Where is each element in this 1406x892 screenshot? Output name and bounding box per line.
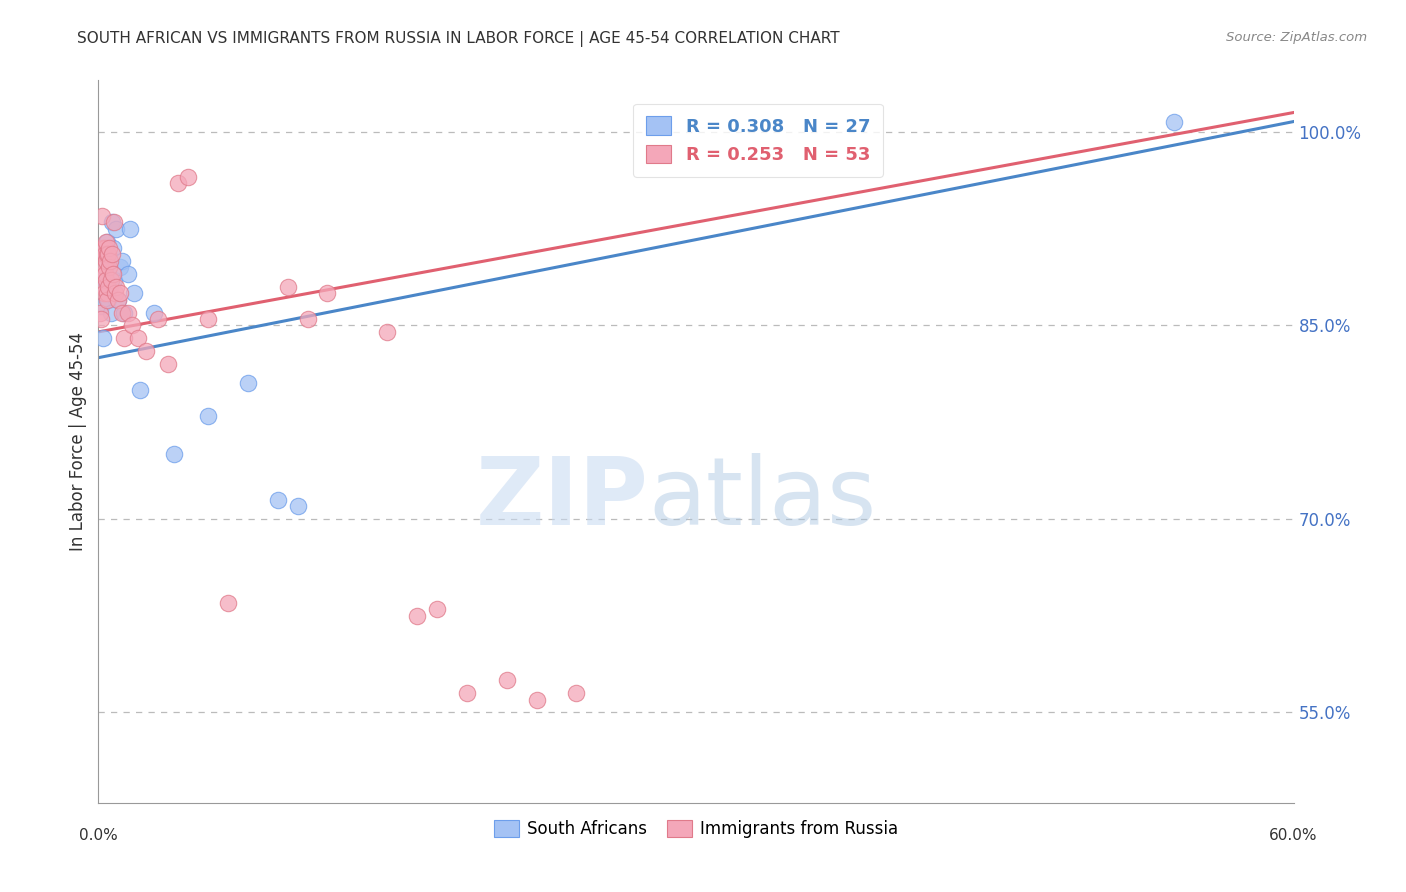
Point (111, 305, 134, 319)
Point (177, 169, 200, 184)
Point (157, 357, 180, 371)
Point (287, 499, 309, 513)
Legend: South Africans, Immigrants from Russia: South Africans, Immigrants from Russia (486, 814, 905, 845)
Point (117, 267, 139, 281)
Point (124, 286, 146, 301)
Text: atlas: atlas (648, 453, 876, 545)
Point (103, 241, 125, 255)
Point (94, 267, 117, 281)
Text: ZIP: ZIP (475, 453, 648, 545)
Point (107, 293, 129, 307)
Point (426, 602, 449, 616)
Point (217, 596, 239, 610)
Point (93, 241, 115, 255)
Point (98, 253, 122, 268)
Point (565, 686, 588, 700)
Point (104, 286, 127, 301)
Point (90, 299, 112, 313)
Point (94, 247, 117, 261)
Point (94, 273, 117, 287)
Point (98, 241, 121, 255)
Point (112, 305, 135, 319)
Point (277, 279, 299, 293)
Point (100, 305, 122, 319)
Point (495, 673, 517, 688)
Point (93, 286, 115, 301)
Point (316, 286, 339, 301)
Point (93, 267, 115, 281)
Point (105, 279, 128, 293)
Point (96, 273, 118, 287)
Point (98, 279, 122, 293)
Point (117, 305, 139, 319)
Point (143, 305, 166, 319)
Point (129, 383, 152, 397)
Point (167, 177, 190, 191)
Point (97, 247, 120, 261)
Point (103, 215, 125, 229)
Point (127, 331, 149, 345)
Point (236, 376, 259, 391)
Point (96, 247, 118, 261)
Point (121, 318, 143, 333)
Point (96, 235, 118, 249)
Point (96, 235, 118, 249)
Point (375, 325, 398, 339)
Point (197, 409, 219, 423)
Point (97, 293, 120, 307)
Point (101, 215, 124, 229)
Point (105, 221, 128, 235)
Point (101, 247, 124, 261)
Point (90, 312, 112, 326)
Point (163, 447, 186, 461)
Point (148, 312, 170, 326)
Point (93, 331, 115, 345)
Point (94, 241, 117, 255)
Point (120, 221, 142, 235)
Point (93, 247, 115, 261)
Point (1163, 114, 1185, 128)
Point (110, 260, 132, 275)
Text: SOUTH AFRICAN VS IMMIGRANTS FROM RUSSIA IN LABOR FORCE | AGE 45-54 CORRELATION C: SOUTH AFRICAN VS IMMIGRANTS FROM RUSSIA … (77, 31, 839, 47)
Point (93, 279, 115, 293)
Point (89, 305, 111, 319)
Point (96, 293, 118, 307)
Point (197, 312, 219, 326)
Point (103, 273, 125, 287)
Point (96, 286, 118, 301)
Point (456, 686, 478, 700)
Point (97, 279, 120, 293)
Point (297, 312, 319, 326)
Point (103, 267, 125, 281)
Point (96, 253, 118, 268)
Point (406, 608, 429, 623)
Point (112, 331, 135, 345)
Point (111, 253, 134, 268)
Point (135, 344, 157, 359)
Text: 0.0%: 0.0% (79, 828, 118, 843)
Point (100, 273, 122, 287)
Point (526, 692, 548, 706)
Point (107, 293, 129, 307)
Point (98, 260, 121, 275)
Text: 60.0%: 60.0% (1270, 828, 1317, 843)
Point (98, 253, 121, 268)
Text: Source: ZipAtlas.com: Source: ZipAtlas.com (1226, 31, 1367, 45)
Point (110, 286, 132, 301)
Point (267, 492, 290, 507)
Y-axis label: In Labor Force | Age 45-54: In Labor Force | Age 45-54 (69, 332, 87, 551)
Point (91, 209, 114, 223)
Point (94, 260, 117, 275)
